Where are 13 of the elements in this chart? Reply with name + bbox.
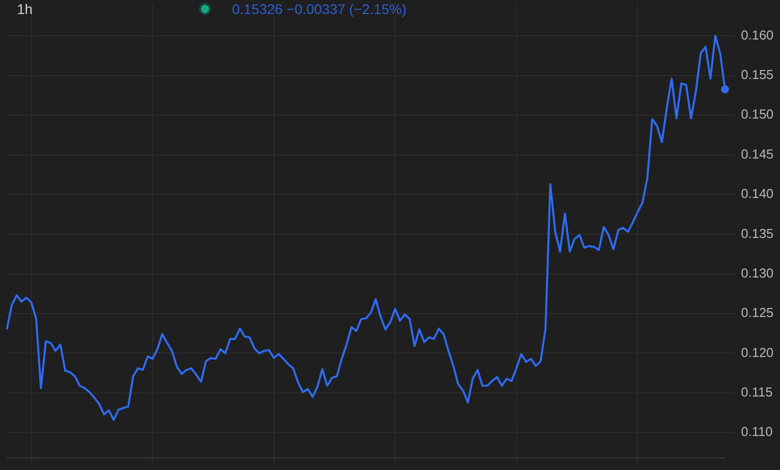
- y-tick-label: 0.160: [741, 27, 774, 42]
- chart-title: 1h: [17, 1, 33, 17]
- y-tick-label: 0.125: [741, 305, 774, 320]
- y-tick-label: 0.115: [741, 384, 773, 400]
- y-tick-label: 0.130: [741, 265, 774, 280]
- y-tick-label: 0.110: [741, 424, 773, 440]
- y-tick-label: 0.120: [741, 344, 774, 360]
- y-tick-label: 0.155: [741, 67, 774, 82]
- y-tick-label: 0.150: [741, 106, 774, 122]
- y-tick-label: 0.145: [741, 146, 774, 162]
- chart-subtitle: 0.15326 −0.00337 (−2.15%): [232, 1, 406, 17]
- y-tick-label: 0.140: [741, 186, 774, 202]
- y-tick-label: 0.135: [741, 226, 774, 241]
